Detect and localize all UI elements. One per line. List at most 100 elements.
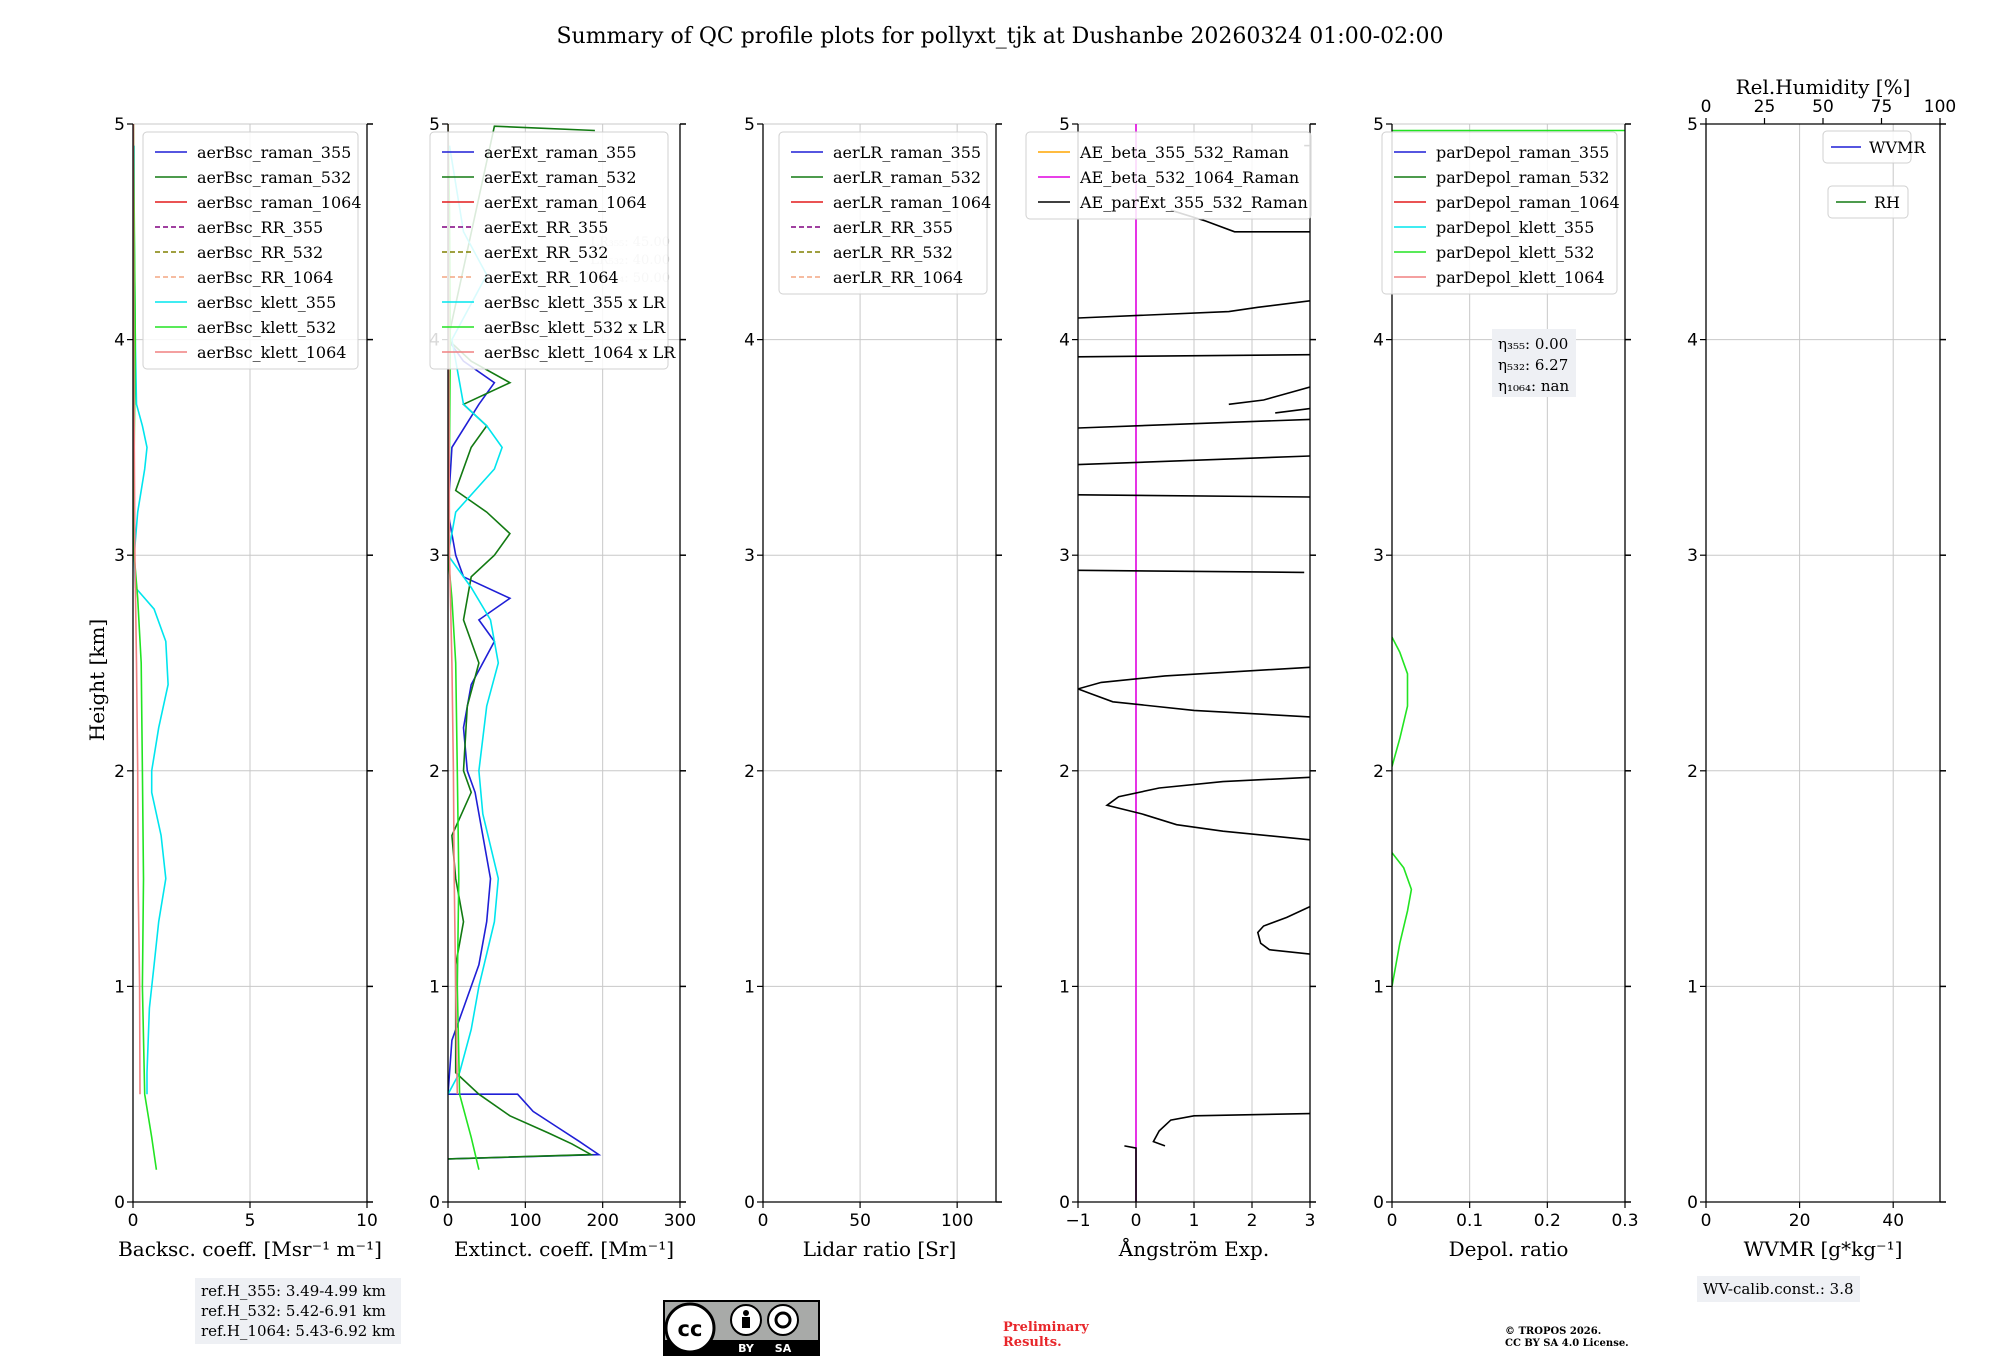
legend-entry: aerLR_raman_532: [833, 168, 981, 187]
legend-frame: [1827, 185, 1909, 219]
y-tick-label: 2: [1687, 762, 1698, 782]
y-tick-label: 5: [114, 115, 125, 135]
x-tick-label: 40: [1882, 1211, 1904, 1231]
y-axis-label: Height [km]: [85, 619, 109, 741]
legend-entry: aerBsc_RR_355: [197, 218, 323, 237]
x-tick-label: 0.2: [1534, 1211, 1561, 1231]
x-tick-label: 0: [1131, 1211, 1142, 1231]
legend-rh: RH: [1827, 185, 1909, 219]
series-line-AE_parExt_355_532_Raman: [1105, 776, 1310, 841]
legend-entry: RH: [1874, 193, 1900, 212]
y-tick-label: 2: [429, 762, 440, 782]
top-axis-label: Rel.Humidity [%]: [1736, 75, 1911, 99]
legend-entry: aerBsc_raman_355: [197, 143, 351, 162]
legend-entry: aerLR_RR_532: [833, 243, 953, 262]
series-line-AE_parExt_355_532_Raman: [1152, 1112, 1310, 1147]
legend-entry: aerExt_RR_355: [484, 218, 608, 237]
sa-icon: [767, 1304, 799, 1336]
top-tick-label: 75: [1871, 97, 1893, 117]
ref-height-532: ref.H_532: 5.42-6.91 km: [201, 1302, 386, 1320]
legend-frame: [1381, 131, 1618, 295]
legend-entry: aerExt_raman_355: [484, 143, 637, 162]
panel-lr: 0 50 100 0 1 2 3 4 5 Lidar ratio [Sr] aerLR_raman_…: [744, 115, 1002, 1261]
series-line-parDepol_klett_532: [1392, 636, 1409, 767]
x-tick-label: 3: [1305, 1211, 1316, 1231]
x-tick-label: 0: [128, 1211, 139, 1231]
legend-frame: [142, 131, 359, 370]
x-tick-label: 100: [509, 1211, 541, 1231]
series-line-AE_parExt_355_532_Raman: [1078, 455, 1310, 466]
x-axis-label: WVMR [g*kg⁻¹]: [1744, 1237, 1903, 1261]
legend-frame: [1025, 131, 1312, 220]
series-line-aerBsc_klett_1064: [133, 124, 141, 1095]
legend-entry: aerExt_RR_1064: [484, 268, 619, 287]
series-group: [1078, 124, 1310, 1202]
y-tick-label: 4: [744, 331, 755, 351]
ref-heights-box: ref.H_355: 3.49-4.99 km ref.H_532: 5.42-…: [195, 1278, 402, 1344]
y-tick-label: 3: [429, 546, 440, 566]
x-axis-label: Lidar ratio [Sr]: [803, 1237, 957, 1261]
y-tick-label: 5: [1687, 115, 1698, 135]
legend-entry: parDepol_raman_532: [1436, 168, 1609, 187]
legend-frame: [1822, 130, 1912, 164]
y-tick-label: 1: [114, 977, 125, 997]
x-tick-label: 2: [1247, 1211, 1258, 1231]
x-axis-label: Backsc. coeff. [Msr⁻¹ m⁻¹]: [118, 1237, 382, 1261]
top-tick-label: 50: [1812, 97, 1834, 117]
legend-entry: aerBsc_RR_1064: [197, 268, 333, 287]
x-axis-label: Depol. ratio: [1449, 1237, 1569, 1261]
legend-wvmr: WVMR: [1822, 130, 1926, 164]
y-tick-label: 5: [429, 115, 440, 135]
copyright-note: © TROPOS 2026. CC BY SA 4.0 License.: [1505, 1326, 1629, 1350]
y-tick-label: 3: [114, 546, 125, 566]
y-tick-label: 2: [114, 762, 125, 782]
panel-bsc: 0 5 10 0 1 2 3 4 5 Backsc. coeff. [Msr⁻¹ m⁻¹] aerB…: [114, 115, 382, 1261]
series-line-parDepol_klett_532: [1392, 852, 1413, 987]
series-line-AE_parExt_355_532_Raman: [1078, 353, 1310, 358]
x-tick-label: 5: [245, 1211, 256, 1231]
legend: AE_beta_355_532_Raman AE_beta_532_1064_Ra…: [1025, 131, 1312, 220]
y-tick-label: 1: [1373, 977, 1384, 997]
series-line-AE_parExt_355_532_Raman: [1275, 407, 1310, 414]
cc-license-badge: cc BY SA: [663, 1300, 820, 1356]
legend-entry: aerBsc_RR_532: [197, 243, 323, 262]
series-line-aerBsc_klett_1064 x LR: [448, 124, 459, 1095]
x-tick-label: 50: [849, 1211, 871, 1231]
y-tick-label: 4: [114, 331, 125, 351]
wv-calib-text: WV-calib.const.: 3.8: [1703, 1280, 1854, 1298]
y-tick-label: 1: [429, 977, 440, 997]
legend-entry: aerBsc_klett_355: [197, 293, 336, 312]
y-tick-label: 3: [744, 546, 755, 566]
legend-entry: aerBsc_raman_532: [197, 168, 351, 187]
x-axis-label: Ångström Exp.: [1118, 1236, 1269, 1261]
x-tick-label: 200: [586, 1211, 618, 1231]
legend-entry: aerExt_RR_532: [484, 243, 608, 262]
eta-value: η₃₅₅: 0.00: [1498, 335, 1568, 353]
x-tick-label: 0: [1387, 1211, 1398, 1231]
legend-entry: parDepol_raman_1064: [1436, 193, 1620, 212]
series-line-AE_parExt_355_532_Raman: [1078, 300, 1310, 319]
x-tick-label: 0: [758, 1211, 769, 1231]
figure-title: Summary of QC profile plots for pollyxt_…: [556, 24, 1443, 49]
legend: aerExt_raman_355 aerExt_raman_532 aerExt_r…: [429, 131, 676, 370]
y-tick-label: 4: [1059, 331, 1070, 351]
ref-height-355: ref.H_355: 3.49-4.99 km: [201, 1282, 386, 1300]
legend-entry: aerBsc_klett_532: [197, 318, 336, 337]
legend-entry: parDepol_klett_532: [1436, 243, 1594, 262]
y-tick-label: 0: [1059, 1193, 1070, 1213]
x-tick-label: 0: [443, 1211, 454, 1231]
series-line-AE_parExt_355_532_Raman: [1256, 905, 1310, 955]
y-tick-label: 5: [744, 115, 755, 135]
legend-entry: AE_parExt_355_532_Raman: [1079, 193, 1308, 212]
x-tick-label: 20: [1789, 1211, 1811, 1231]
legend-entry: aerBsc_klett_532 x LR: [484, 318, 666, 337]
y-tick-label: 1: [1059, 977, 1070, 997]
y-tick-label: 0: [744, 1193, 755, 1213]
series-line-AE_parExt_355_532_Raman: [1078, 666, 1310, 718]
legend-entry: aerLR_raman_355: [833, 143, 981, 162]
legend-entry: aerBsc_klett_1064 x LR: [484, 343, 676, 362]
ref-height-1064: ref.H_1064: 5.43-6.92 km: [201, 1322, 396, 1340]
panel-depol: 0 0.1 0.2 0.3 0 1 2 3 4 5 Depol. ratio parDepol_ram…: [1373, 115, 1638, 1261]
